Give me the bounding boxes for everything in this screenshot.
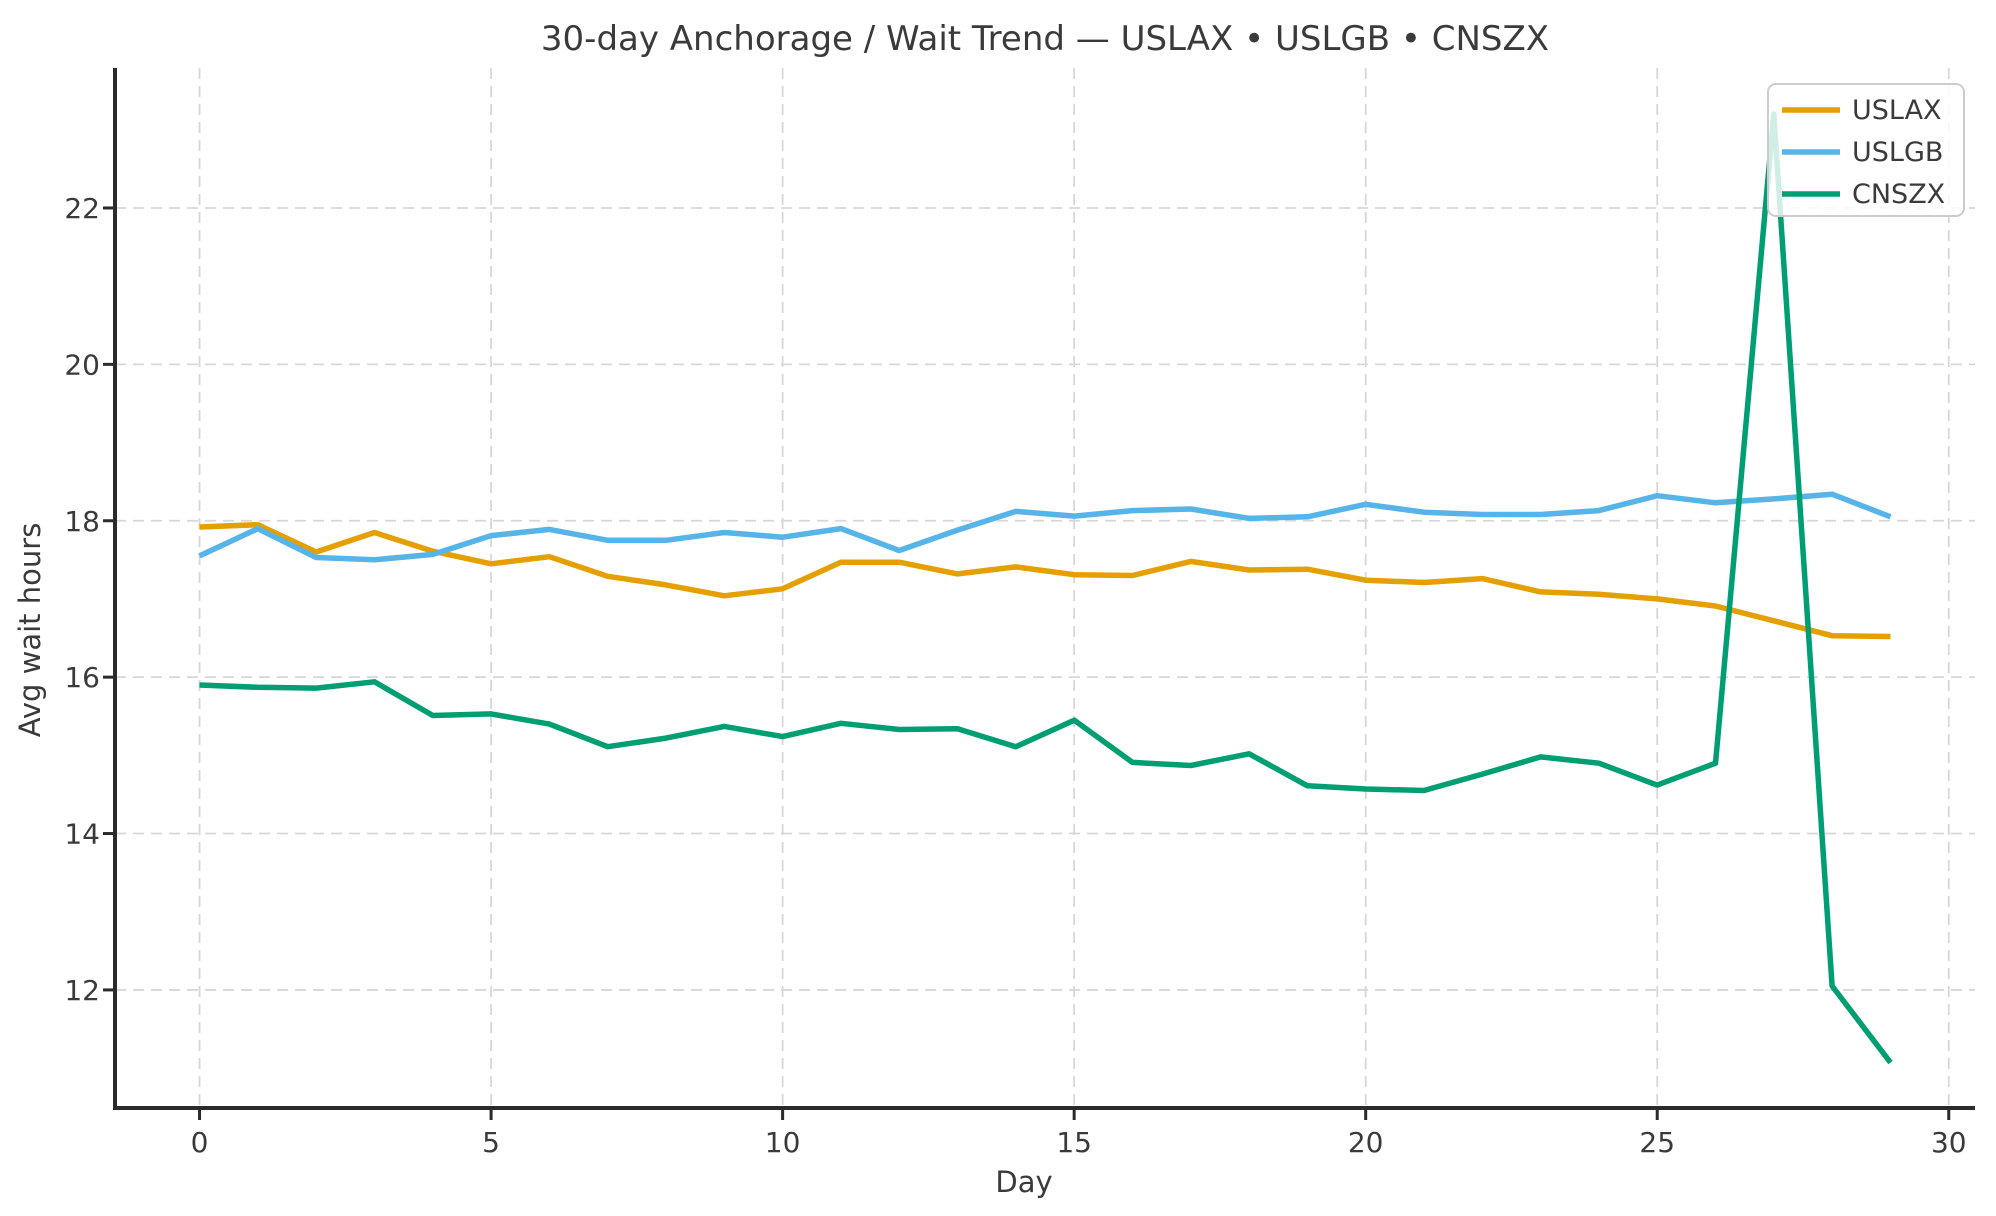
series-line-uslax bbox=[199, 521, 1891, 640]
legend-label-uslgb: USLGB bbox=[1852, 137, 1943, 168]
series-line-cnszx bbox=[199, 111, 1893, 1065]
axes bbox=[113, 68, 1975, 1110]
legend-item-cnszx: CNSZX bbox=[1782, 179, 1945, 210]
x-tick-label-5: 5 bbox=[482, 1126, 500, 1159]
y-tick-label-20: 20 bbox=[64, 348, 100, 381]
x-tick-label-25: 25 bbox=[1639, 1126, 1675, 1159]
chart-title: 30-day Anchorage / Wait Trend — USLAX • … bbox=[541, 19, 1549, 59]
x-tick-label-10: 10 bbox=[765, 1126, 801, 1159]
legend-item-uslgb: USLGB bbox=[1782, 137, 1943, 168]
y-tick-label-22: 22 bbox=[64, 192, 100, 225]
legend-item-uslax: USLAX bbox=[1782, 95, 1942, 126]
y-tick-label-14: 14 bbox=[64, 818, 100, 851]
y-tick-label-16: 16 bbox=[64, 661, 100, 694]
x-axis-label: Day bbox=[995, 1165, 1052, 1199]
legend-box bbox=[1767, 83, 1965, 217]
y-tick-label-18: 18 bbox=[64, 505, 100, 538]
gridlines bbox=[115, 68, 1975, 1108]
y-tick-label-12: 12 bbox=[64, 974, 100, 1007]
x-tick-label-30: 30 bbox=[1931, 1126, 1967, 1159]
x-tick-label-20: 20 bbox=[1348, 1126, 1384, 1159]
tick-marks bbox=[103, 206, 1951, 1120]
x-tick-label-0: 0 bbox=[191, 1126, 209, 1159]
tick-labels: 0 5 10 15 20 25 30 12 14 16 18 20 22 bbox=[64, 192, 1966, 1159]
series-lines bbox=[198, 111, 1893, 1065]
y-axis-label: Avg wait hours bbox=[13, 523, 47, 738]
legend-label-cnszx: CNSZX bbox=[1852, 179, 1945, 210]
x-tick-label-15: 15 bbox=[1056, 1126, 1092, 1159]
legend: USLAX USLGB CNSZX bbox=[1767, 83, 1965, 217]
legend-label-uslax: USLAX bbox=[1852, 95, 1942, 126]
series-line-uslgb bbox=[198, 491, 1892, 563]
